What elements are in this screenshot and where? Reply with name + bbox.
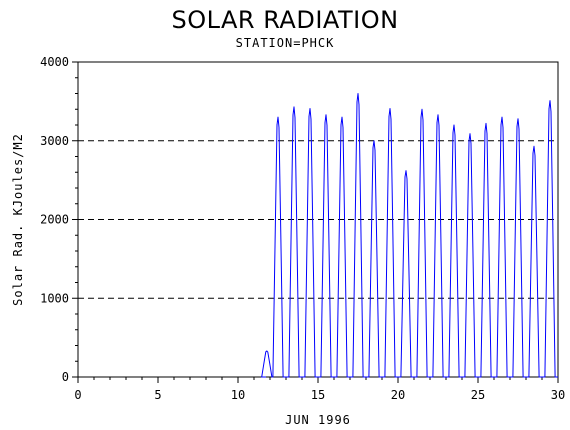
data-point-peak-17 xyxy=(533,145,535,147)
data-point-peak-9 xyxy=(405,170,407,172)
data-point-peak-3 xyxy=(309,107,311,109)
x-tick-label-10: 10 xyxy=(231,388,245,402)
data-point-peak-4 xyxy=(325,114,327,116)
x-tick-label-30: 30 xyxy=(551,388,565,402)
x-tick-label-15: 15 xyxy=(311,388,325,402)
data-point-peak-11 xyxy=(437,114,439,116)
y-tick-label-4000: 4000 xyxy=(40,55,69,69)
y-tick-label-3000: 3000 xyxy=(40,134,69,148)
x-tick-label-20: 20 xyxy=(391,388,405,402)
data-point-peak-13 xyxy=(469,133,471,135)
chart-title: SOLAR RADIATION xyxy=(171,6,399,34)
data-point-peak-16 xyxy=(517,118,519,120)
series-line xyxy=(261,93,558,378)
y-tick-label-0: 0 xyxy=(62,370,69,384)
data-point-peak-12 xyxy=(453,124,455,126)
data-point-peak-10 xyxy=(421,108,423,110)
data-point-peak-14 xyxy=(485,122,487,124)
data-point-peak-18 xyxy=(549,100,551,102)
x-tick-label-25: 25 xyxy=(471,388,485,402)
x-tick-label-5: 5 xyxy=(154,388,161,402)
y-tick-label-2000: 2000 xyxy=(40,213,69,227)
y-axis-label: Solar Rad. KJoules/M2 xyxy=(11,133,25,306)
data-point-peak-7 xyxy=(373,140,375,142)
data-point-peak-2 xyxy=(293,106,295,108)
data-point-peak-15 xyxy=(501,116,503,118)
data-point-peak-5 xyxy=(341,116,343,118)
x-tick-label-0: 0 xyxy=(74,388,81,402)
x-axis-label: JUN 1996 xyxy=(285,413,351,427)
gridlines xyxy=(78,61,558,378)
y-tick-label-1000: 1000 xyxy=(40,291,69,305)
data-point-peak-8 xyxy=(389,107,391,109)
data-point-peak-1 xyxy=(277,116,279,118)
chart-subtitle: STATION=PHCK xyxy=(235,36,335,50)
ticks: 0 1000 2000 3000 4000 0 5 10 15 20 25 30 xyxy=(40,55,565,402)
data-point-peak-6 xyxy=(357,93,359,94)
data-point-peak-0 xyxy=(266,350,268,352)
